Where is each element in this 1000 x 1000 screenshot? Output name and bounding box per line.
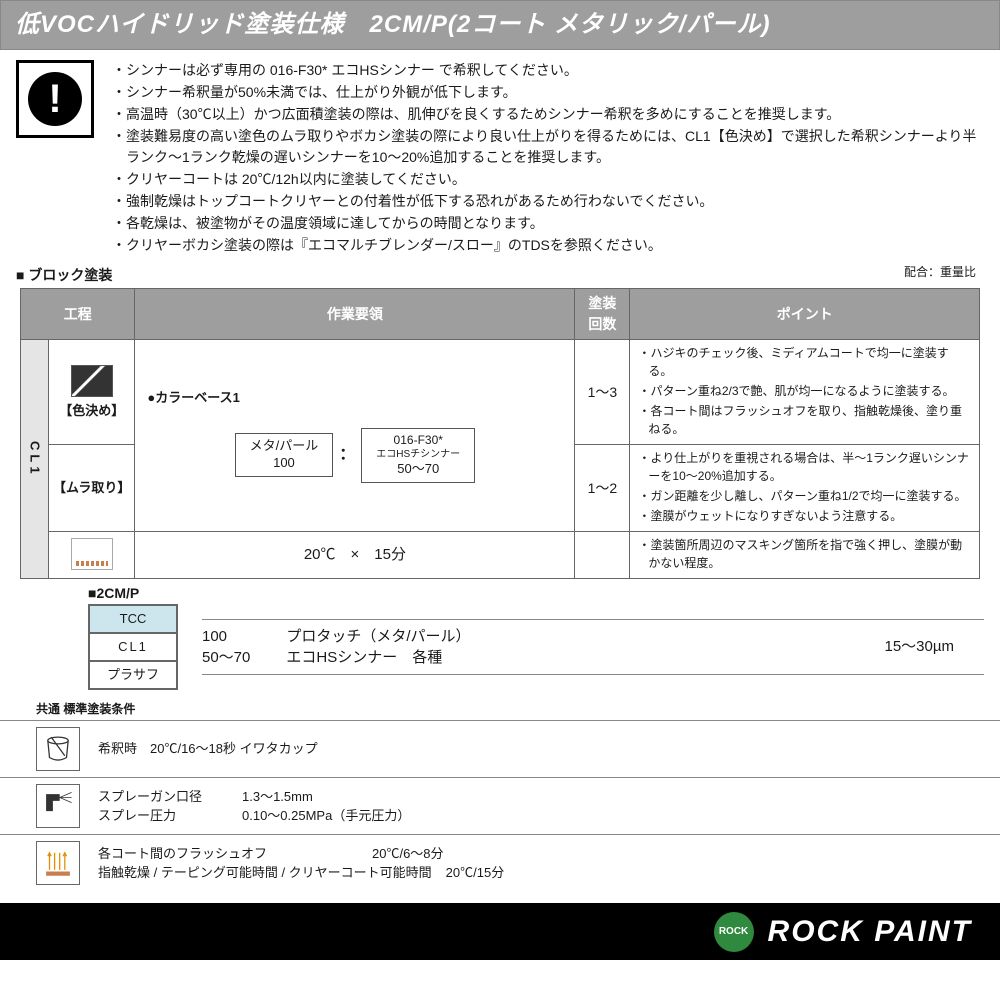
work-dry: 20℃ × 15分 bbox=[135, 532, 575, 579]
mix-box-b: 016-F30* エコHSチシンナー 50～70 bbox=[361, 428, 475, 483]
mix-b-2: エコHSチシンナー bbox=[376, 448, 460, 461]
points-1: ハジキのチェック後、ミディアムコートで均一に塗装する。パターン重ね2/3で艶、肌… bbox=[630, 340, 980, 445]
mix-a-1: メタ/パール bbox=[250, 438, 319, 455]
footer-brand: ROCK PAINT bbox=[768, 909, 972, 954]
process-color: 【色決め】 bbox=[49, 340, 135, 445]
cond2-l2b: 0.10～0.25MPa（手元圧力） bbox=[242, 806, 410, 826]
page-title: 低VOCハイドリッド塗装仕様 2CM/P(2コート メタリック/パール) bbox=[0, 0, 1000, 50]
layers-row: TCC CL1 プラサフ 100 50～70 プロタッチ（メタ/パール） エコH… bbox=[0, 604, 1000, 690]
coats-1: 1～3 bbox=[575, 340, 630, 445]
ratio-note: 配合：重量比 bbox=[904, 263, 1000, 288]
cond2-text: スプレーガン口径 1.3～1.5mm スプレー圧力 0.10～0.25MPa（手元圧… bbox=[98, 787, 410, 826]
cond1-text: 希釈時 20℃/16～18秒 イワタカップ bbox=[98, 739, 318, 759]
mix2-b1: プロタッチ（メタ/パール） bbox=[286, 626, 470, 647]
mix2-b2: エコHSシンナー 各種 bbox=[286, 647, 470, 668]
mix2-a2: 50～70 bbox=[202, 647, 250, 668]
mix2-products: プロタッチ（メタ/パール） エコHSシンナー 各種 bbox=[286, 626, 470, 668]
process-dry bbox=[49, 532, 135, 579]
mix-a-2: 100 bbox=[250, 455, 319, 472]
spray-icon bbox=[71, 365, 113, 397]
cl1-group-label: CL1 bbox=[21, 340, 49, 579]
process-color-label: 【色決め】 bbox=[53, 401, 130, 421]
mix2-ratios: 100 50～70 bbox=[202, 626, 250, 668]
notes-section: ! ・シンナーは必ず専用の 016-F30* エコHSシンナー で希釈してくださ… bbox=[0, 50, 1000, 263]
process-mura-label: 【ムラ取り】 bbox=[53, 478, 130, 498]
coats-3 bbox=[575, 532, 630, 579]
block-paint-label: ■ ブロック塗装 bbox=[0, 263, 128, 288]
spray-gun-icon bbox=[36, 784, 80, 828]
cond2-l1b: 1.3～1.5mm bbox=[242, 787, 313, 807]
thickness: 15～30µm bbox=[884, 636, 984, 659]
rock-logo-icon: ROCK bbox=[714, 912, 754, 952]
mix-box-a: メタ/パール 100 bbox=[235, 433, 334, 477]
work-title: ●カラーベース1 bbox=[147, 388, 562, 408]
points-2: より仕上がりを重視される場合は、半～1ランク遅いシンナーを10～20%追加する。… bbox=[630, 445, 980, 532]
cond3-l2b: 20℃/15分 bbox=[446, 863, 505, 883]
layer-prs: プラサフ bbox=[89, 661, 177, 689]
process-table: 工程 作業要領 塗装 回数 ポイント CL1 【色決め】 ●カラーベース1 メタ… bbox=[20, 288, 980, 579]
cond3-l1a: 各コート間のフラッシュオフ bbox=[98, 844, 358, 864]
sub-label-2cmp: ■2CM/P bbox=[0, 579, 1000, 604]
cond3-l2a: 指触乾燥 / テーピング可能時間 / クリヤーコート可能時間 bbox=[98, 863, 432, 883]
layer-cl1: CL1 bbox=[89, 633, 177, 661]
coats-2: 1～2 bbox=[575, 445, 630, 532]
flash-off-icon bbox=[36, 841, 80, 885]
cond-spray: スプレーガン口径 1.3～1.5mm スプレー圧力 0.10～0.25MPa（手元圧… bbox=[0, 777, 1000, 834]
layers-stack: TCC CL1 プラサフ bbox=[88, 604, 178, 690]
footer: ROCK ROCK PAINT bbox=[0, 903, 1000, 960]
cond3-text: 各コート間のフラッシュオフ 20℃/6～8分 指触乾燥 / テーピング可能時間 /… bbox=[98, 844, 504, 883]
points-3: 塗装箇所周辺のマスキング箇所を指で強く押し、塗膜が動かない程度。 bbox=[630, 532, 980, 579]
mix2-a1: 100 bbox=[202, 626, 250, 647]
th-points: ポイント bbox=[630, 289, 980, 340]
layer-tcc: TCC bbox=[89, 605, 177, 633]
th-coats: 塗装 回数 bbox=[575, 289, 630, 340]
process-mura: 【ムラ取り】 bbox=[49, 445, 135, 532]
th-process: 工程 bbox=[21, 289, 135, 340]
cond2-l1a: スプレーガン口径 bbox=[98, 787, 228, 807]
cond-flash: 各コート間のフラッシュオフ 20℃/6～8分 指触乾燥 / テーピング可能時間 /… bbox=[0, 834, 1000, 891]
cond-viscosity: 希釈時 20℃/16～18秒 イワタカップ bbox=[0, 720, 1000, 777]
cup-icon bbox=[36, 727, 80, 771]
alert-icon: ! bbox=[16, 60, 94, 138]
th-work: 作業要領 bbox=[135, 289, 575, 340]
mix-b-3: 50～70 bbox=[376, 461, 460, 478]
notes-list: ・シンナーは必ず専用の 016-F30* エコHSシンナー で希釈してください。… bbox=[112, 60, 984, 257]
dry-icon bbox=[71, 538, 113, 570]
work-cell-base: ●カラーベース1 メタ/パール 100 ： 016-F30* エコHSチシンナー… bbox=[135, 340, 575, 532]
mix-colon: ： bbox=[339, 443, 355, 467]
cond2-l2a: スプレー圧力 bbox=[98, 806, 228, 826]
conditions-label: 共通 標準塗装条件 bbox=[0, 690, 1000, 720]
cond3-l1b: 20℃/6～8分 bbox=[372, 844, 444, 864]
mix-b-1: 016-F30* bbox=[376, 433, 460, 449]
